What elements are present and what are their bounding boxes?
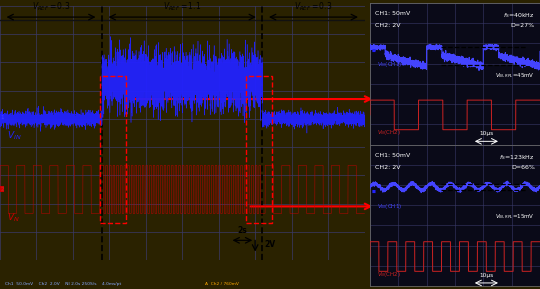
Text: Ch1  50.0mV    Ch2  2.0V    NI 2.0s 250S/s    4.0ms/pt: Ch1 50.0mV Ch2 2.0V NI 2.0s 250S/s 4.0ms… [5,282,122,286]
Text: $V_{IN}$: $V_{IN}$ [8,129,22,142]
Text: $V_N$(CH2): $V_N$(CH2) [377,270,401,279]
Text: A  Ch2 / 760mV: A Ch2 / 760mV [205,282,239,286]
Text: $f_S$=40kHz: $f_S$=40kHz [503,11,535,20]
Text: CH1: 50mV: CH1: 50mV [375,153,410,158]
Text: CH1: 50mV: CH1: 50mV [375,11,410,16]
Text: D=27%: D=27% [511,23,535,28]
Text: $V_N$: $V_N$ [8,212,20,224]
Text: $V_{REF}=0.3$: $V_{REF}=0.3$ [32,0,70,13]
Text: $V_{REF}=0.3$: $V_{REF}=0.3$ [294,0,333,13]
Text: $V_{REF}=1.1$: $V_{REF}=1.1$ [163,0,201,13]
Text: CH2: 2V: CH2: 2V [375,23,401,28]
Text: 10μs: 10μs [480,273,494,278]
Text: ■: ■ [372,49,375,53]
Text: $V_{IN}$(CH1): $V_{IN}$(CH1) [377,60,402,69]
Text: CH2: 2V: CH2: 2V [375,164,401,170]
Text: 10μs: 10μs [480,131,494,136]
Text: 2V: 2V [264,240,275,249]
Text: $V_N$(CH2): $V_N$(CH2) [377,128,401,137]
Bar [100,76,126,223]
Text: $V_{IN,RPL}$=45mV: $V_{IN,RPL}$=45mV [495,72,535,80]
Bar [246,76,272,223]
Text: 1: 1 [1,115,4,120]
Text: 2s: 2s [238,226,247,235]
Text: 2: 2 [1,187,4,192]
Text: $V_{IN,RPL}$=15mV: $V_{IN,RPL}$=15mV [495,213,535,221]
Text: D=66%: D=66% [511,164,535,170]
Text: ■: ■ [372,190,375,194]
Text: $f_S$=123kHz: $f_S$=123kHz [500,153,535,162]
Text: $V_{IN}$(CH1): $V_{IN}$(CH1) [377,202,402,211]
